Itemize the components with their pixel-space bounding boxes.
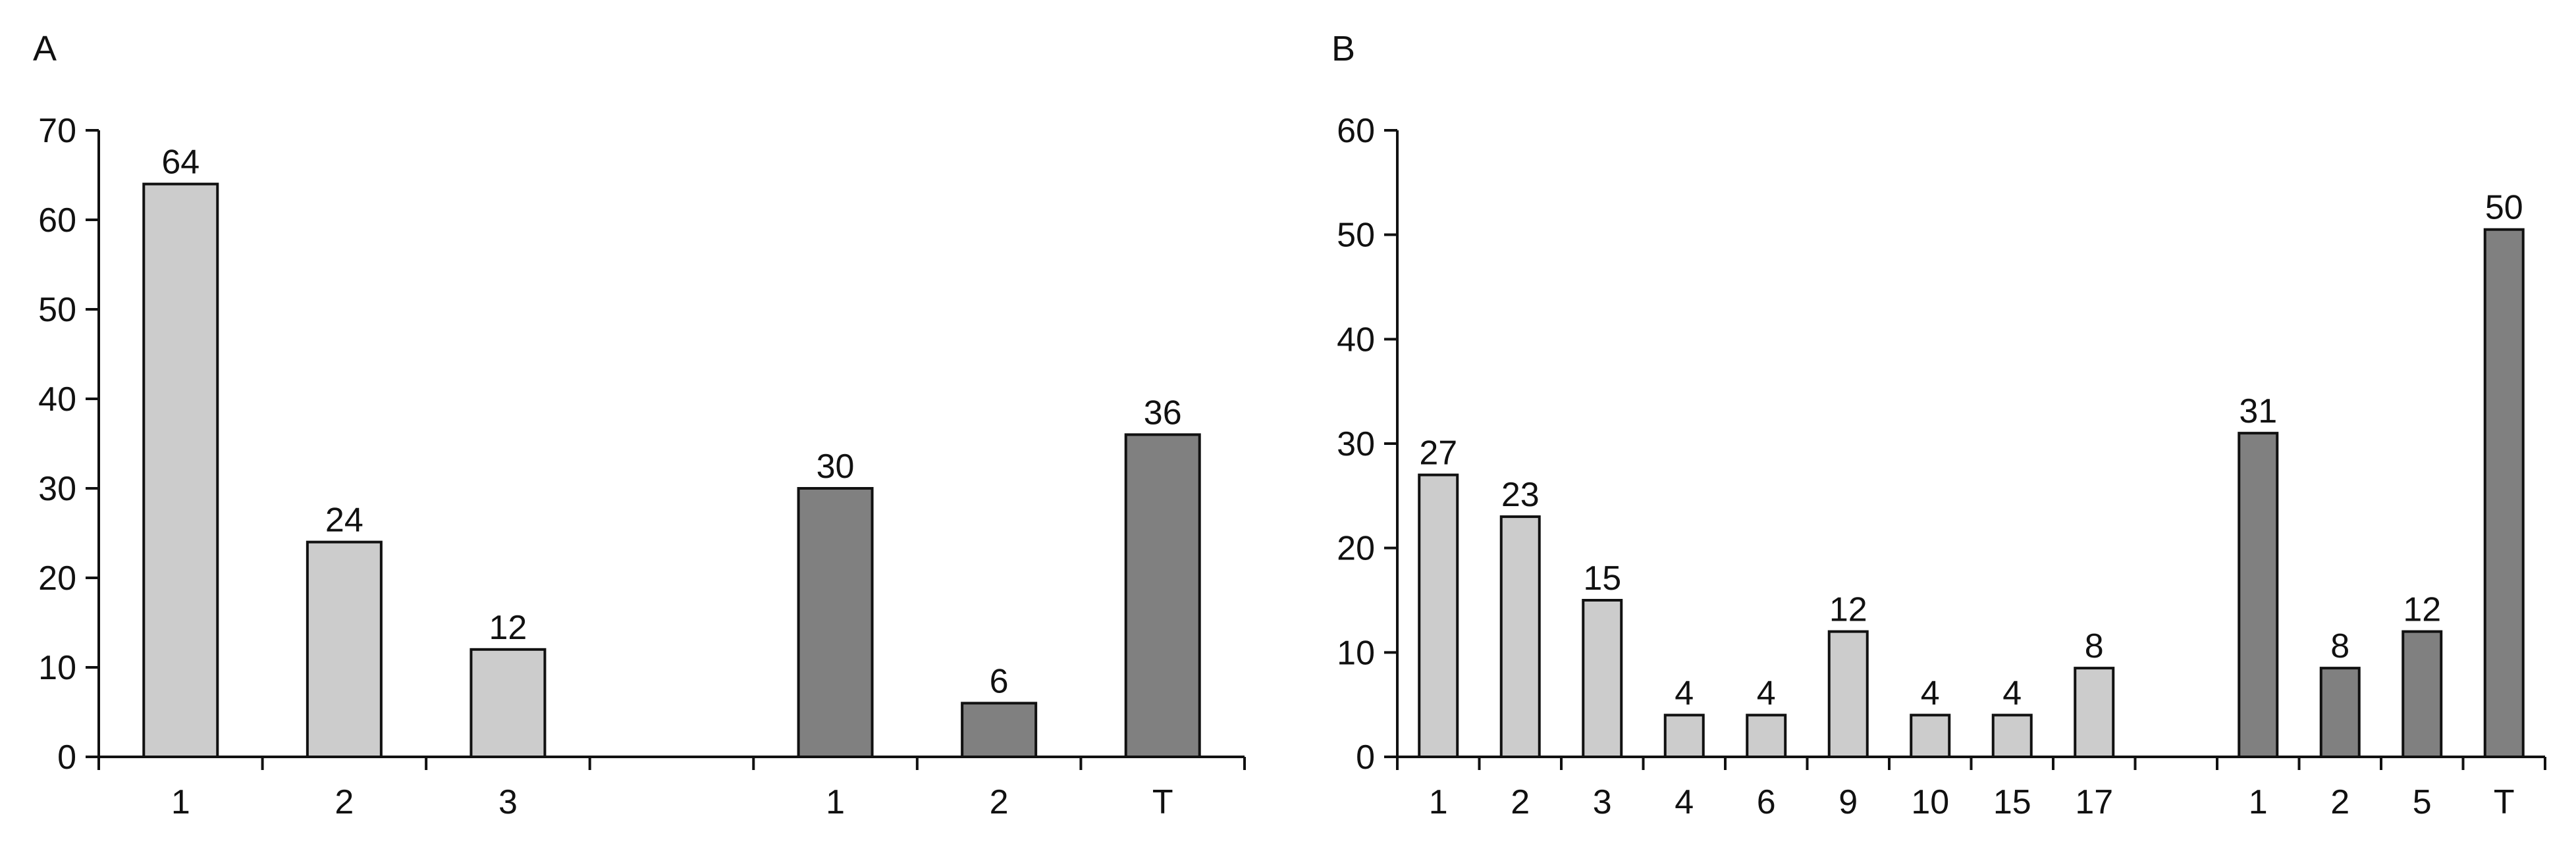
y-tick-label-b: 10 xyxy=(1337,634,1375,672)
chart-panel-b: B 01020304050602712321534446129410415817… xyxy=(1331,29,2546,821)
x-tick-label-b: 1 xyxy=(2249,783,2268,821)
y-tick-label-b: 40 xyxy=(1337,321,1375,359)
bar-a xyxy=(306,540,383,758)
data-label-b: 8 xyxy=(2330,627,2349,665)
y-tick-label-a: 0 xyxy=(57,738,76,777)
data-label-b: 15 xyxy=(1583,559,1621,598)
data-label-a: 36 xyxy=(1144,394,1182,432)
bar-b xyxy=(2238,432,2279,759)
data-label-a: 64 xyxy=(161,143,200,182)
bar-a xyxy=(797,487,874,758)
data-label-b: 12 xyxy=(2403,591,2441,629)
y-tick-label-a: 30 xyxy=(38,470,76,508)
x-tick-label-b: 6 xyxy=(1757,783,1776,821)
y-tick-label-b: 30 xyxy=(1337,425,1375,463)
data-label-b: 4 xyxy=(1921,675,1940,713)
x-tick-label-b: 2 xyxy=(2330,783,2349,821)
x-tick-label-b: 10 xyxy=(1911,783,1949,821)
x-tick-label-b: 17 xyxy=(2075,783,2113,821)
bar-a xyxy=(470,648,547,758)
y-tick-label-b: 60 xyxy=(1337,112,1375,150)
y-tick-label-a: 40 xyxy=(38,380,76,419)
bar-a xyxy=(1124,433,1201,759)
bar-b xyxy=(1910,713,1951,758)
y-tick-label-a: 10 xyxy=(38,649,76,687)
x-tick-label-b: 5 xyxy=(2413,783,2432,821)
x-tick-label-a: 1 xyxy=(826,783,845,821)
bar-b xyxy=(1746,713,1787,758)
x-tick-label-b: 15 xyxy=(1993,783,2031,821)
data-label-b: 8 xyxy=(2085,627,2104,665)
x-tick-label-a: 1 xyxy=(171,783,190,821)
data-label-a: 12 xyxy=(489,609,527,647)
x-tick-label-b: T xyxy=(2494,783,2515,821)
data-label-b: 23 xyxy=(1501,476,1540,514)
data-label-b: 12 xyxy=(1829,591,1867,629)
y-tick-label-b: 0 xyxy=(1356,738,1375,777)
data-label-b: 31 xyxy=(2239,392,2277,430)
x-tick-label-b: 3 xyxy=(1593,783,1612,821)
x-tick-label-b: 4 xyxy=(1675,783,1694,821)
x-tick-label-a: T xyxy=(1152,783,1173,821)
bar-b xyxy=(2319,667,2361,759)
data-label-a: 24 xyxy=(325,502,363,540)
x-tick-label-a: 2 xyxy=(990,783,1009,821)
data-label-b: 27 xyxy=(1419,434,1457,473)
bar-b xyxy=(1991,713,2033,758)
bar-b xyxy=(1582,599,1623,758)
data-label-a: 6 xyxy=(990,662,1009,700)
x-tick-label-b: 2 xyxy=(1511,783,1530,821)
data-label-b: 4 xyxy=(1757,675,1776,713)
data-label-b: 4 xyxy=(1675,675,1694,713)
bar-b xyxy=(1499,515,1541,758)
bar-b xyxy=(2074,667,2115,759)
y-tick-label-a: 60 xyxy=(38,201,76,240)
y-tick-label-a: 20 xyxy=(38,559,76,598)
bar-b xyxy=(1418,473,1459,758)
x-tick-label-a: 3 xyxy=(498,783,518,821)
x-tick-label-a: 2 xyxy=(335,783,354,821)
y-tick-label-b: 20 xyxy=(1337,530,1375,568)
bar-a xyxy=(961,702,1038,759)
panel-label-a: A xyxy=(33,29,57,68)
bar-b xyxy=(1663,713,1705,758)
data-label-b: 4 xyxy=(2002,675,2022,713)
x-tick-label-b: 9 xyxy=(1838,783,1858,821)
data-label-a: 30 xyxy=(817,448,855,486)
data-label-b: 50 xyxy=(2485,189,2523,227)
x-tick-label-b: 1 xyxy=(1429,783,1448,821)
bar-a xyxy=(142,182,219,759)
bar-b xyxy=(2483,228,2525,758)
bar-b xyxy=(1827,630,1869,758)
bar-b xyxy=(2402,630,2443,758)
y-tick-label-a: 70 xyxy=(38,112,76,150)
y-tick-label-a: 50 xyxy=(38,291,76,329)
y-tick-label-b: 50 xyxy=(1337,217,1375,255)
panel-label-b: B xyxy=(1331,29,1355,68)
